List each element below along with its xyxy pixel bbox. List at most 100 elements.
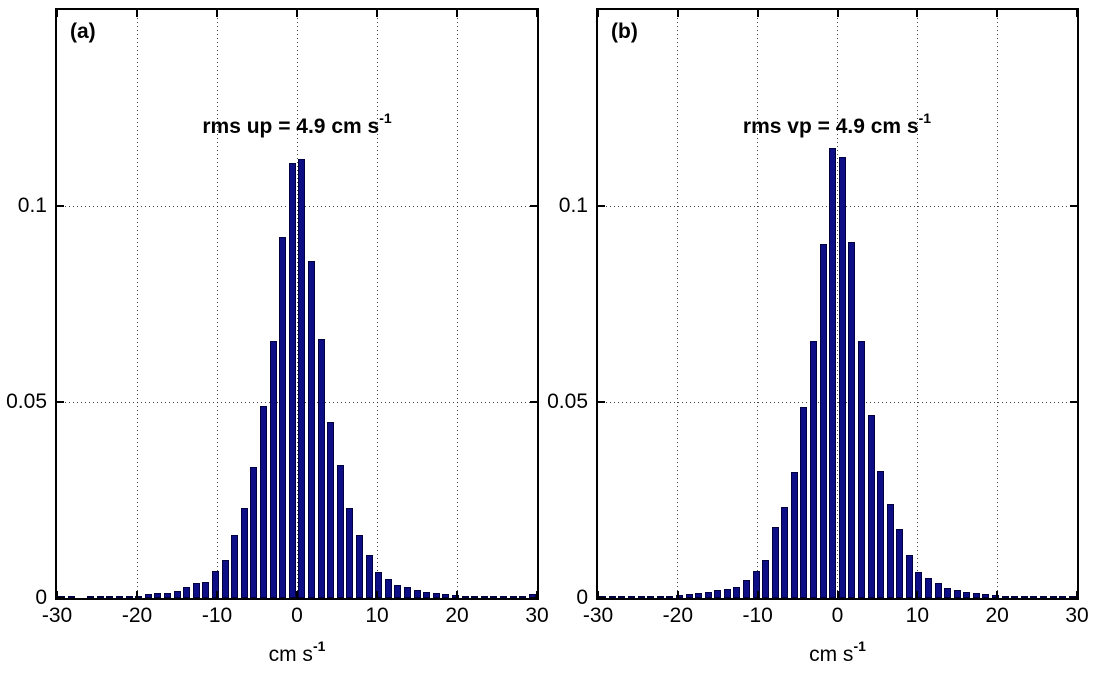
histogram-bar-b (628, 596, 636, 598)
histogram-bar-b (608, 596, 616, 598)
histogram-bar-a (499, 596, 507, 598)
histogram-bar-b (1059, 596, 1067, 598)
histogram-bar-a (192, 583, 200, 598)
x-tick-mark-a (536, 591, 538, 598)
x-tick-mark-top-b (1076, 10, 1078, 17)
histogram-bar-b (742, 580, 750, 598)
x-tick-mark-top-a (136, 10, 138, 17)
histogram-bar-a (442, 594, 450, 598)
histogram-bar-b (1049, 596, 1057, 598)
x-tick-mark-top-b (836, 10, 839, 17)
y-tick-mark-b (598, 401, 605, 403)
histogram-bar-b (972, 593, 980, 598)
histogram-bar-b (666, 596, 674, 598)
histogram-bar-a (365, 555, 373, 598)
y-tick-mark-right-a (530, 597, 537, 599)
x-tick-label-b: -20 (662, 604, 694, 627)
histogram-bar-b (819, 244, 827, 598)
vertical-gridline-b (916, 10, 918, 598)
vertical-gridline-b (757, 10, 759, 598)
y-tick-label-b: 0.1 (558, 194, 588, 217)
histogram-bar-b (752, 571, 760, 598)
histogram-bar-a (298, 159, 306, 598)
histogram-bar-a (154, 593, 162, 598)
histogram-bar-b (675, 595, 683, 598)
y-tick-mark-right-a (530, 205, 537, 207)
histogram-bar-b (637, 596, 645, 598)
histogram-bar-b (944, 588, 952, 598)
x-tick-mark-top-a (376, 10, 378, 17)
histogram-bar-a (173, 591, 181, 598)
x-tick-mark-b (597, 591, 599, 598)
histogram-bar-b (810, 341, 818, 598)
y-tick-label-a: 0.1 (17, 194, 47, 217)
histogram-bar-a (115, 596, 123, 598)
y-tick-label-b: 0 (576, 586, 588, 609)
histogram-bar-b (695, 593, 703, 598)
y-tick-label-b: 0.05 (547, 390, 588, 413)
histogram-bar-b (848, 242, 856, 598)
histogram-bar-a (250, 467, 258, 598)
histogram-bar-a (480, 596, 488, 598)
histogram-bar-b (963, 592, 971, 598)
histogram-bar-a (394, 585, 402, 598)
histogram-bar-b (800, 407, 808, 598)
xlabel-sup: -1 (312, 638, 326, 654)
x-tick-mark-b (916, 591, 919, 598)
x-tick-mark-top-b (996, 10, 999, 17)
histogram-bar-a (346, 508, 354, 598)
histogram-bar-b (1030, 596, 1038, 598)
x-tick-label-b: -10 (742, 604, 773, 627)
x-tick-label-b: -30 (582, 604, 614, 627)
histogram-bar-b (704, 592, 712, 598)
x-tick-mark-a (296, 591, 298, 598)
x-tick-mark-top-b (756, 10, 759, 17)
histogram-bar-b (934, 583, 942, 598)
x-tick-mark-a (56, 591, 58, 598)
histogram-bar-a (202, 582, 210, 598)
histogram-bar-a (87, 596, 95, 598)
histogram-bar-a (461, 596, 469, 598)
histogram-bar-b (618, 596, 626, 598)
x-tick-mark-top-b (597, 10, 599, 17)
histogram-bar-a (519, 596, 527, 598)
x-tick-mark-a (136, 591, 138, 598)
histogram-bar-a (471, 596, 479, 598)
x-tick-mark-b (996, 591, 999, 598)
vertical-gridline-a (216, 10, 218, 598)
histogram-bar-b (838, 157, 846, 598)
x-tick-mark-b (836, 591, 839, 598)
vertical-gridline-a (376, 10, 378, 598)
histogram-bar-a (240, 508, 248, 598)
histogram-bar-a (144, 594, 152, 598)
panel-a-xaxis-label: cm s-1 (268, 638, 326, 667)
vertical-gridline-a (456, 10, 458, 598)
horizontal-gridline-b (598, 401, 1077, 403)
vertical-gridline-b (837, 10, 838, 598)
histogram-bar-b (723, 589, 731, 598)
x-tick-mark-b (756, 591, 759, 598)
histogram-bar-a (355, 535, 363, 598)
y-tick-mark-a (57, 597, 64, 599)
panel-b-annotation-sup: -1 (918, 110, 932, 126)
x-tick-mark-a (216, 591, 218, 598)
x-tick-label-a: 10 (365, 604, 389, 627)
histogram-bar-a (96, 596, 104, 598)
x-tick-mark-top-a (296, 10, 298, 17)
horizontal-gridline-a (57, 401, 537, 403)
histogram-bar-a (509, 596, 517, 598)
x-tick-label-a: 20 (445, 604, 469, 627)
x-tick-mark-top-a (56, 10, 58, 17)
horizontal-gridline-b (598, 205, 1077, 207)
vertical-gridline-a (136, 10, 138, 598)
histogram-bar-a (336, 465, 344, 598)
x-tick-label-a: -10 (201, 604, 233, 627)
y-tick-mark-right-b (1070, 597, 1077, 599)
y-tick-mark-a (57, 401, 64, 403)
xlabel-text: cm s (268, 643, 313, 666)
x-tick-label-b: 0 (831, 604, 844, 627)
x-tick-mark-b (1076, 591, 1078, 598)
x-tick-mark-a (456, 591, 458, 598)
histogram-bar-b (896, 529, 904, 598)
histogram-bar-b (829, 148, 837, 598)
